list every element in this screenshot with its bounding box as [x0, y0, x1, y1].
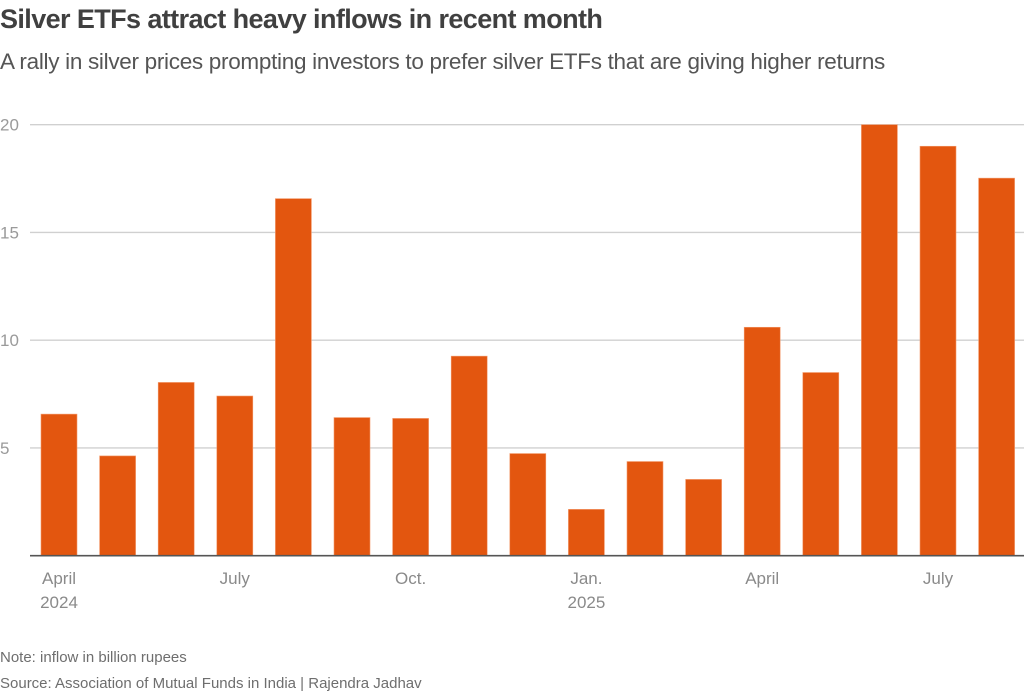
bar-may-2024: [99, 455, 136, 556]
bar-nov-2024: [450, 355, 488, 556]
bar-feb-2025: [626, 461, 664, 556]
bar-jul-2025: [919, 145, 957, 557]
bar-aug-2024: [275, 198, 312, 556]
bar-jun-2024: [157, 382, 195, 556]
bar-apr-2025: [743, 326, 781, 556]
chart-note: Note: inflow in billion rupees: [0, 649, 187, 666]
y-tick-label-10: 10: [0, 331, 19, 350]
y-tick-label-20: 20: [0, 116, 19, 135]
chart-source: Source: Association of Mutual Funds in I…: [0, 675, 422, 692]
x-tick-label-oct: Oct.: [395, 569, 426, 588]
bar-jan-2025: [568, 509, 605, 556]
x-tick-label-july: July: [220, 569, 251, 588]
y-axis-ticks: 5 10 15 20: [0, 116, 19, 458]
bar-aug-2025: [978, 177, 1015, 556]
bar-jul-2024: [216, 395, 254, 556]
x-tick-label-april: April: [42, 569, 76, 588]
bar-jun-2025: [861, 124, 898, 556]
x-tick-label-july: July: [923, 569, 954, 588]
y-tick-label-5: 5: [0, 439, 9, 458]
bar-may-2025: [802, 372, 840, 556]
x-tick-label-april: April: [745, 569, 779, 588]
bar-apr-2024: [40, 413, 78, 556]
x-axis-ticks: April 2024 July Oct. Jan. 2025 April July: [40, 569, 954, 612]
bar-chart: 5 10 15 20 April 2024 July Oct. Jan. 2025 April Ju…: [0, 116, 1024, 612]
chart-title: Silver ETFs attract heavy inflows in rec…: [0, 4, 603, 34]
gridlines: [30, 124, 1024, 449]
chart-subtitle: A rally in silver prices prompting inves…: [0, 49, 886, 74]
x-tick-label-jan: Jan.: [570, 569, 602, 588]
bar-sep-2024: [333, 417, 371, 557]
bars: [40, 124, 1015, 557]
x-tick-label-2024: 2024: [40, 593, 78, 612]
x-tick-label-2025: 2025: [567, 593, 605, 612]
bar-oct-2024: [392, 418, 429, 557]
y-tick-label-15: 15: [0, 223, 19, 242]
bar-dec-2024: [509, 453, 547, 557]
bar-mar-2025: [685, 479, 722, 556]
